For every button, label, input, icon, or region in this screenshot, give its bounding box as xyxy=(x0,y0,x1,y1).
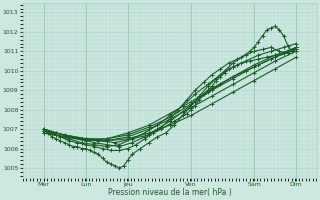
X-axis label: Pression niveau de la mer( hPa ): Pression niveau de la mer( hPa ) xyxy=(108,188,232,197)
